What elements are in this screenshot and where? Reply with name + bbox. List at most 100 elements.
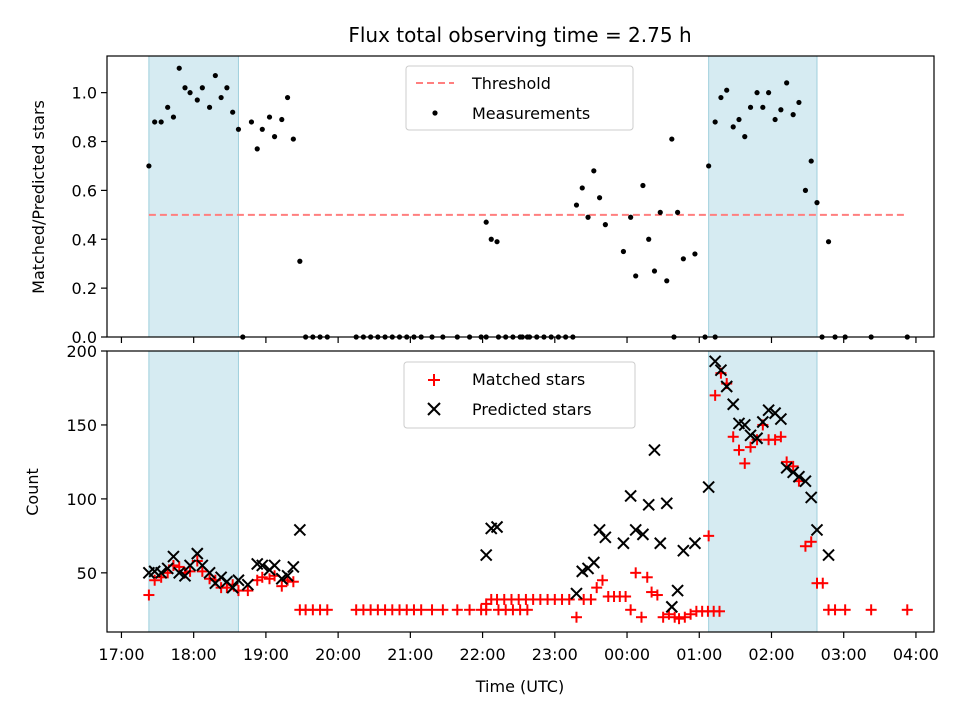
predicted-point-62 (799, 474, 812, 488)
measurement-point-77 (674, 209, 681, 215)
ratio-legend-box (405, 65, 634, 131)
measurement-point-83 (706, 163, 712, 169)
matched-point-93 (727, 431, 739, 443)
predicted-point-25 (479, 548, 493, 562)
matched-point-73 (630, 567, 642, 579)
matched-point-76 (646, 586, 658, 598)
matched-point-21 (276, 580, 288, 592)
predicted-point-50 (727, 398, 740, 411)
matched-point-23 (287, 576, 299, 588)
measurement-point-51 (483, 219, 489, 225)
measurement-point-0 (146, 163, 152, 169)
matched-point-89 (703, 530, 715, 542)
matched-point-111 (839, 604, 851, 616)
measurement-point-75 (664, 278, 670, 284)
predicted-point-37 (636, 528, 650, 541)
predicted-point-36 (629, 523, 642, 537)
measurement-point-87 (730, 124, 736, 130)
predicted-point-33 (599, 531, 612, 544)
count-y-axis-label: Count (23, 468, 42, 516)
predicted-point-27 (490, 520, 504, 534)
matched-point-71 (620, 591, 632, 603)
ratio-y-tick-label-5: 1.0 (72, 84, 97, 103)
ratio-y-tick-label-0: 0.0 (72, 328, 97, 347)
measurement-point-79 (692, 251, 698, 257)
matched-point-83 (685, 608, 697, 620)
measurement-point-67 (602, 222, 608, 228)
predicted-point-28 (570, 587, 583, 600)
matched-point-74 (635, 611, 647, 623)
predicted-point-24 (293, 523, 307, 537)
legend-predicted-swatch (427, 402, 441, 416)
count-y-tick-label-2: 150 (66, 416, 97, 435)
measurement-point-8 (194, 97, 200, 103)
matched-point-49 (521, 604, 533, 616)
x-tick-label-2: 19:00 (243, 645, 289, 664)
matched-point-94 (733, 444, 745, 456)
predicted-point-22 (281, 569, 294, 583)
measurement-point-17 (248, 119, 255, 125)
predicted-point-32 (593, 523, 606, 537)
measurement-point-23 (284, 94, 291, 101)
chart-title: Flux total observing time = 2.75 h (348, 23, 691, 47)
matched-point-63 (570, 611, 582, 623)
measurement-point-7 (187, 90, 193, 96)
measurement-point-24 (290, 136, 296, 142)
measurement-point-20 (266, 114, 273, 120)
legend-measurements-swatch (432, 110, 438, 116)
matched-point-41 (451, 604, 463, 616)
x-tick-label-3: 20:00 (315, 645, 361, 664)
measurement-point-13 (224, 85, 230, 91)
measurement-point-19 (259, 126, 265, 132)
matched-point-40 (437, 604, 449, 616)
measurement-point-12 (218, 94, 224, 101)
count-panel-frame (106, 350, 935, 633)
ratio-x-ticks (120, 337, 917, 343)
measurement-point-94 (772, 116, 778, 123)
measurement-point-25 (297, 258, 303, 264)
measurement-point-4 (170, 114, 177, 120)
predicted-point-45 (688, 537, 702, 550)
x-tick-label-5: 22:00 (460, 645, 506, 664)
measurement-point-73 (651, 268, 658, 274)
measurement-point-71 (640, 182, 646, 189)
predicted-point-48 (714, 364, 728, 377)
matched-point-108 (817, 577, 829, 589)
matched-point-112 (865, 604, 877, 616)
legend-predicted-label: Predicted stars (472, 400, 592, 419)
measurement-point-100 (808, 158, 814, 164)
measurement-point-3 (165, 104, 171, 110)
count-panel: 50 100 150 200 17:00 18:00 19:00 20:00 21:00 22:… (23, 342, 939, 696)
matched-point-96 (745, 441, 757, 453)
matched-point-88 (713, 605, 725, 617)
matched-point-81 (673, 613, 685, 625)
ratio-panel-frame (106, 55, 935, 338)
matched-point-75 (641, 571, 653, 583)
matched-point-90 (709, 389, 721, 401)
measurement-point-64 (585, 214, 591, 220)
count-y-axis: 50 100 150 200 (66, 342, 107, 583)
predicted-point-59 (780, 461, 793, 475)
x-axis-label: Time (UTC) (475, 677, 564, 696)
matched-point-113 (901, 604, 913, 616)
matched-point-0 (143, 589, 155, 601)
legend-matched-swatch (428, 374, 440, 386)
matched-point-72 (625, 604, 637, 616)
predicted-point-64 (810, 523, 824, 537)
measurement-point-92 (760, 104, 766, 110)
measurement-point-11 (212, 72, 218, 79)
measurement-point-76 (669, 136, 675, 142)
matched-point-66 (591, 582, 603, 594)
predicted-point-42 (665, 600, 679, 614)
measurement-point-18 (254, 146, 260, 152)
predicted-point-61 (792, 470, 806, 483)
measurement-point-63 (579, 185, 585, 191)
shaded-interval-1 (708, 55, 818, 338)
predicted-point-46 (702, 480, 715, 494)
x-tick-label-1: 18:00 (171, 645, 217, 664)
x-tick-label-7: 00:00 (604, 645, 650, 664)
predicted-point-43 (671, 584, 684, 597)
matched-point-77 (651, 589, 663, 601)
measurement-point-53 (494, 239, 500, 245)
